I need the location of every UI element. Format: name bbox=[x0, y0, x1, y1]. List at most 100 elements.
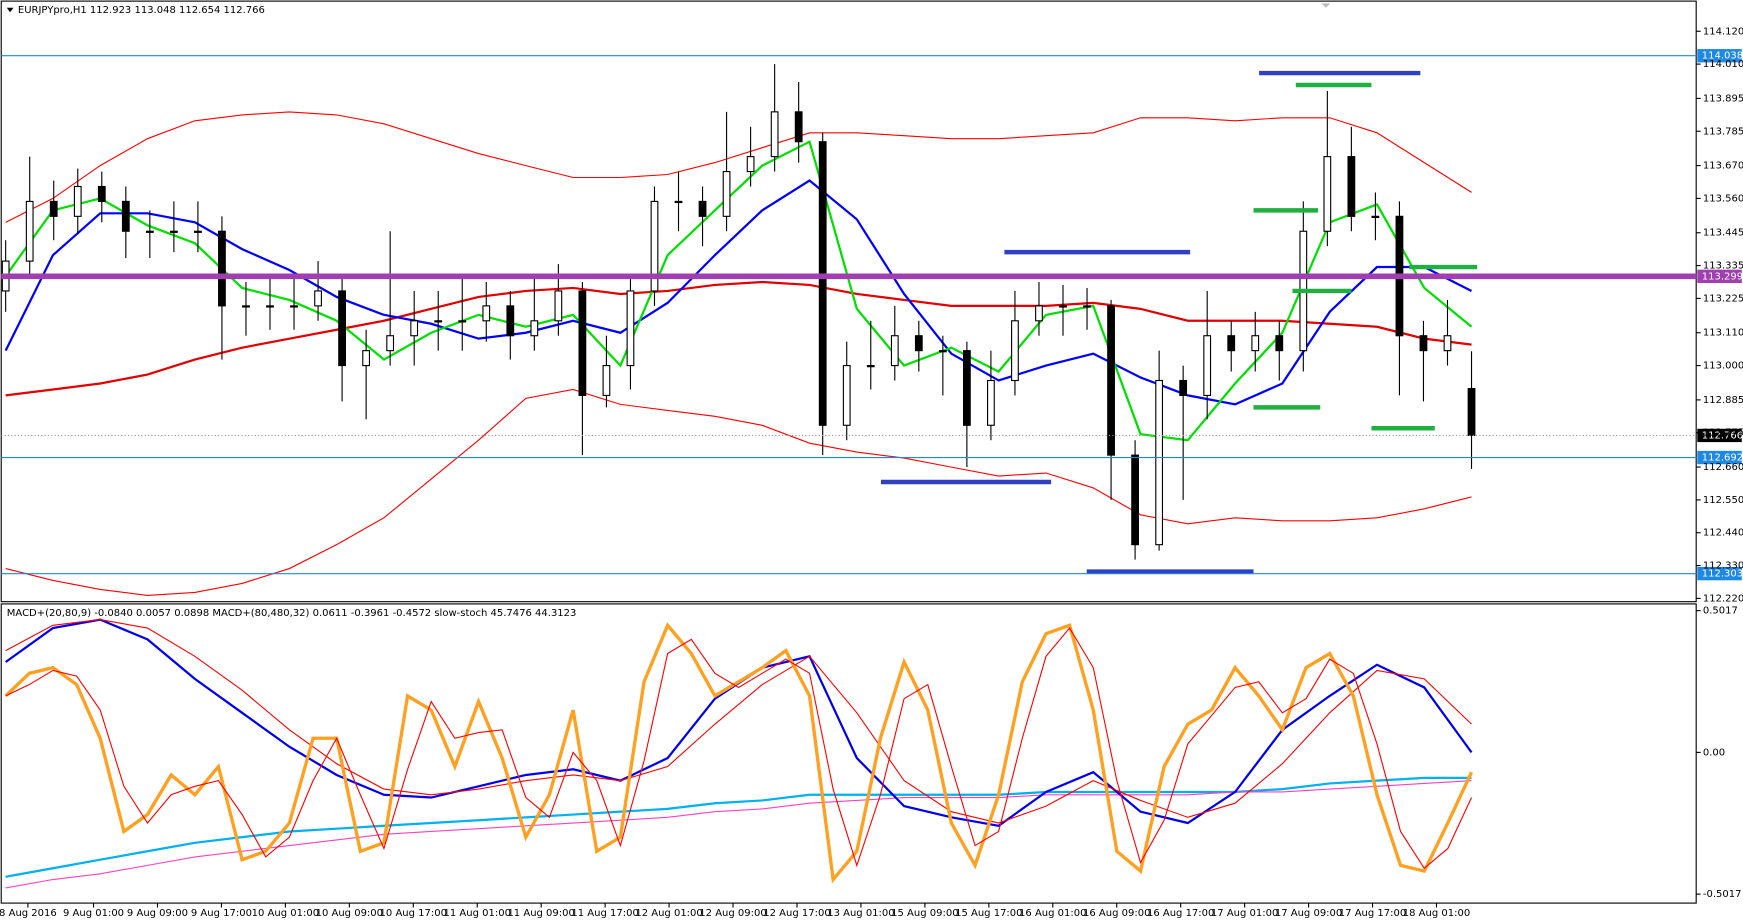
x-tick-label: 17 Aug 09:00 bbox=[1275, 908, 1342, 919]
x-tick-label: 18 Aug 01:00 bbox=[1403, 908, 1470, 919]
price-label: 112.303 bbox=[1702, 569, 1743, 580]
candle-body bbox=[266, 305, 274, 308]
price-label-box bbox=[1697, 566, 1742, 581]
x-tick-label: 11 Aug 17:00 bbox=[571, 908, 638, 919]
x-tick-label: 10 Aug 17:00 bbox=[380, 908, 447, 919]
candle-body bbox=[987, 379, 995, 426]
candle-body bbox=[698, 200, 707, 217]
candle-body bbox=[482, 305, 491, 322]
y-tick-label: 113.335 bbox=[1703, 261, 1743, 272]
y-tick-label: 113.445 bbox=[1703, 228, 1743, 239]
chart-title: EURJPYpro,H1 112.923 113.048 112.654 112… bbox=[18, 5, 265, 16]
indicator-line bbox=[5, 280, 1472, 397]
candle-body bbox=[1011, 320, 1019, 382]
x-tick-label: 12 Aug 17:00 bbox=[763, 908, 830, 919]
candle-body bbox=[1107, 305, 1115, 456]
candle-body bbox=[73, 185, 82, 217]
candle-body bbox=[25, 200, 34, 262]
x-tick-label: 9 Aug 09:00 bbox=[127, 908, 188, 919]
price-label-box bbox=[1697, 450, 1742, 465]
y-tick-label: 112.330 bbox=[1703, 561, 1743, 572]
candle-body bbox=[1467, 388, 1476, 436]
candle-body bbox=[1251, 335, 1260, 352]
candle-body bbox=[434, 320, 443, 323]
x-tick-label: 10 Aug 09:00 bbox=[316, 908, 383, 919]
candle-body bbox=[554, 290, 563, 322]
y-tick-label: 112.550 bbox=[1703, 495, 1743, 506]
x-tick-label: 9 Aug 01:00 bbox=[63, 908, 124, 919]
x-tick-label: 10 Aug 01:00 bbox=[252, 908, 319, 919]
candle-body bbox=[1155, 379, 1164, 546]
main-pane-frame bbox=[0, 0, 1697, 603]
candle-body bbox=[722, 170, 731, 217]
indicator-line bbox=[5, 619, 1472, 824]
candle-body bbox=[890, 335, 899, 367]
price-label-box bbox=[1697, 269, 1742, 284]
y-tick-label: 113.895 bbox=[1703, 93, 1743, 104]
x-tick-label: 15 Aug 09:00 bbox=[891, 908, 958, 919]
candle-body bbox=[1035, 305, 1043, 322]
candle-body bbox=[914, 335, 923, 352]
candle-body bbox=[386, 335, 395, 352]
indicator-title: MACD+(20,80,9) -0.0840 0.0057 0.0898 MAC… bbox=[7, 608, 577, 619]
candle-body bbox=[626, 290, 635, 367]
candle-body bbox=[242, 305, 250, 308]
y-tick-label: 113.000 bbox=[1703, 361, 1743, 372]
x-tick-label: 11 Aug 01:00 bbox=[444, 908, 511, 919]
price-label: 112.692 bbox=[1702, 453, 1743, 464]
price-label: 114.038 bbox=[1702, 51, 1743, 62]
menu-arrow bbox=[6, 7, 14, 13]
y-tick-label: 113.560 bbox=[1703, 193, 1743, 204]
candle-body bbox=[314, 290, 322, 307]
candle-body bbox=[1443, 335, 1452, 352]
candle-body bbox=[938, 350, 947, 353]
x-tick-label: 17 Aug 01:00 bbox=[1211, 908, 1278, 919]
indicator-pane: 0.5017 0.00 -0.5017 bbox=[4, 606, 1741, 900]
price-label-box bbox=[1697, 49, 1742, 63]
candle-body bbox=[362, 350, 371, 367]
candle-body bbox=[530, 320, 539, 337]
candle-body bbox=[1275, 335, 1284, 352]
indicator-line bbox=[5, 388, 1472, 597]
y-tick-label: 114.010 bbox=[1703, 59, 1743, 70]
candle-body bbox=[1083, 305, 1091, 308]
indicator-line bbox=[5, 780, 1472, 889]
y-tick-label: 112.885 bbox=[1703, 395, 1743, 406]
candle-body bbox=[746, 156, 755, 173]
y-tick-label: 0.00 bbox=[1703, 747, 1725, 758]
candle-body bbox=[962, 350, 971, 426]
candle-body bbox=[290, 305, 298, 308]
candle-body bbox=[506, 305, 515, 337]
candle-body bbox=[1323, 156, 1332, 232]
shift-marker bbox=[1321, 3, 1331, 8]
candle-body bbox=[674, 200, 683, 204]
candle-body bbox=[1227, 335, 1236, 352]
x-tick-label: 8 Aug 2016 bbox=[0, 908, 57, 919]
x-tick-label: 11 Aug 09:00 bbox=[507, 908, 574, 919]
candle-body bbox=[842, 365, 851, 426]
candle-body bbox=[458, 320, 467, 323]
candle-body bbox=[338, 290, 346, 367]
candle-body bbox=[1131, 454, 1139, 546]
x-tick-label: 16 Aug 09:00 bbox=[1083, 908, 1150, 919]
indicator-line bbox=[5, 627, 1473, 870]
y-tick-label: 112.775 bbox=[1703, 428, 1743, 439]
x-tick-label: 16 Aug 17:00 bbox=[1147, 908, 1214, 919]
candle-body bbox=[578, 290, 587, 396]
candle-body bbox=[1347, 156, 1356, 217]
x-tick-label: 12 Aug 09:00 bbox=[699, 908, 766, 919]
indicator-line bbox=[4, 179, 1473, 406]
y-tick-label: 113.785 bbox=[1703, 126, 1743, 137]
y-tick-label: 112.220 bbox=[1703, 593, 1743, 604]
price-label-box bbox=[1697, 428, 1742, 443]
candle-body bbox=[818, 141, 827, 426]
candle-body bbox=[121, 200, 130, 232]
x-tick-label: 13 Aug 01:00 bbox=[827, 908, 894, 919]
candle-body bbox=[650, 200, 659, 292]
candle-body bbox=[866, 365, 875, 368]
candle-body bbox=[49, 200, 58, 217]
main-pane: 114.038 113.299 112.766 112.692 112.303 bbox=[1, 49, 1743, 597]
